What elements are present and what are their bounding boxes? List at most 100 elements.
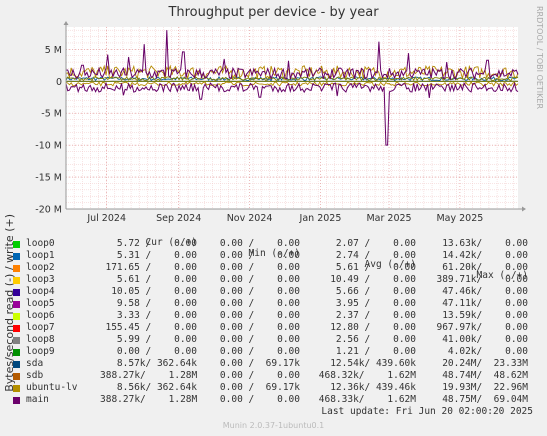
legend-swatch: [13, 325, 20, 332]
legend-name: ubuntu-lv: [26, 382, 78, 393]
legend-avg-value: 1.21 / 0.00: [335, 346, 416, 357]
x-axis-arrow: [522, 206, 526, 212]
legend-avg-value: 12.54k/ 439.60k: [330, 358, 416, 369]
y-tick-label: 0: [56, 77, 62, 88]
legend-max-value: 389.71k/ 0.00: [436, 274, 528, 285]
legend-swatch: [13, 253, 20, 260]
x-tick-label: Jan 2025: [299, 213, 342, 224]
legend-min-value: 0.00 / 0.00: [219, 238, 300, 249]
rrdtool-credit-label: RRDTOOL / TOBI OETIKER: [535, 6, 544, 110]
legend-cur-value: 8.57k/ 362.64k: [116, 358, 197, 369]
legend-avg-value: 2.74 / 0.00: [335, 250, 416, 261]
y-axis-arrow: [63, 21, 69, 25]
legend-avg-value: 2.56 / 0.00: [335, 334, 416, 345]
legend-cur-value: 155.45 / 0.00: [105, 322, 197, 333]
legend-name: loop7: [26, 322, 55, 333]
legend-row-ubuntu-lv: ubuntu-lv 8.56k/ 362.64k 0.00 / 69.17k 12.3…: [0, 382, 547, 394]
legend-min-value: 0.00 / 0.00: [219, 346, 300, 357]
legend-swatch: [13, 337, 20, 344]
legend-avg-value: 468.32k/ 1.62M: [318, 370, 416, 381]
legend-cur-value: 9.58 / 0.00: [116, 298, 197, 309]
y-tick-label: -15 M: [35, 173, 62, 184]
legend-swatch: [13, 289, 20, 296]
x-tick-label: Sep 2024: [156, 213, 201, 224]
x-tick-label: Jul 2024: [86, 213, 126, 224]
legend-cur-value: 10.05 / 0.00: [111, 286, 197, 297]
legend-max-value: 47.46k/ 0.00: [442, 286, 528, 297]
legend-max-value: 48.75M/ 69.04M: [442, 394, 528, 405]
legend-swatch: [13, 313, 20, 320]
legend-row-main: main 388.27k/ 1.28M 0.00 / 0.00 468.33k/ 1.…: [0, 394, 547, 406]
legend-row-sdb: sdb 388.27k/ 1.28M 0.00 / 0.00 468.32k/ 1.6…: [0, 370, 547, 382]
munin-credit: Munin 2.0.37-1ubuntu0.1: [222, 421, 325, 430]
legend-row-loop0: loop0 5.72 / 0.00 0.00 / 0.00 2.07 / 0.00 13…: [0, 238, 547, 250]
legend-name: loop1: [26, 250, 55, 261]
plot-area: [66, 27, 518, 209]
legend-min-value: 0.00 / 0.00: [219, 370, 300, 381]
legend-row-loop6: loop6 3.33 / 0.00 0.00 / 0.00 2.37 / 0.00 13…: [0, 310, 547, 322]
legend-min-value: 0.00 / 0.00: [219, 262, 300, 273]
legend-name: sdb: [26, 370, 44, 381]
y-tick-label: -20 M: [35, 205, 62, 216]
legend-min-value: 0.00 / 0.00: [219, 394, 300, 405]
legend-max-value: 967.97k/ 0.00: [436, 322, 528, 333]
legend-swatch: [13, 385, 20, 392]
x-tick-label: Mar 2025: [366, 213, 411, 224]
legend-name: loop8: [26, 334, 55, 345]
legend-cur-value: 3.33 / 0.00: [116, 310, 197, 321]
legend-max-value: 4.02k/ 0.00: [447, 346, 528, 357]
legend-avg-value: 468.33k/ 1.62M: [318, 394, 416, 405]
legend-avg-value: 5.66 / 0.00: [335, 286, 416, 297]
legend-name: sda: [26, 358, 44, 369]
legend-swatch: [13, 397, 20, 404]
legend-name: loop2: [26, 262, 55, 273]
chart-title: Throughput per device - by year: [168, 5, 379, 20]
legend-swatch: [13, 241, 20, 248]
legend-row-loop5: loop5 9.58 / 0.00 0.00 / 0.00 3.95 / 0.00 47…: [0, 298, 547, 310]
legend-row-loop8: loop8 5.99 / 0.00 0.00 / 0.00 2.56 / 0.00 41…: [0, 334, 547, 346]
legend-name: loop3: [26, 274, 55, 285]
legend-cur-value: 388.27k/ 1.28M: [100, 394, 198, 405]
series-line-ubuntu-lv-write: [65, 76, 519, 82]
x-tick-label: Nov 2024: [227, 213, 273, 224]
legend-swatch: [13, 349, 20, 356]
legend-swatch: [13, 361, 20, 368]
legend-row-loop1: loop1 5.31 / 0.00 0.00 / 0.00 2.74 / 0.00 14…: [0, 250, 547, 262]
legend-swatch: [13, 265, 20, 272]
legend-name: main: [26, 394, 49, 405]
legend-name: loop0: [26, 238, 55, 249]
legend-min-value: 0.00 / 0.00: [219, 274, 300, 285]
legend-row-loop7: loop7 155.45 / 0.00 0.00 / 0.00 12.80 / 0.0…: [0, 322, 547, 334]
legend-avg-value: 2.07 / 0.00: [335, 238, 416, 249]
legend-name: loop6: [26, 310, 55, 321]
series-line-main-read: [65, 81, 519, 146]
last-update: Last update: Fri Jun 20 02:00:20 2025: [321, 406, 533, 417]
x-tick-label: May 2025: [436, 213, 483, 224]
legend-max-value: 13.63k/ 0.00: [442, 238, 528, 249]
series-line-main-write: [65, 30, 519, 81]
legend-swatch: [13, 373, 20, 380]
legend-row-sda: sda 8.57k/ 362.64k 0.00 / 69.17k 12.54k/ 43…: [0, 358, 547, 370]
legend-cur-value: 0.00 / 0.00: [116, 346, 197, 357]
legend-header-cur: Cur (-/+): [145, 237, 197, 248]
legend-min-value: 0.00 / 0.00: [219, 298, 300, 309]
legend-swatch: [13, 277, 20, 284]
legend-cur-value: 388.27k/ 1.28M: [100, 370, 198, 381]
legend-name: loop4: [26, 286, 55, 297]
legend-cur-value: 5.61 / 0.00: [116, 274, 197, 285]
legend-max-value: 47.11k/ 0.00: [442, 298, 528, 309]
y-tick-label: 5 M: [45, 45, 62, 56]
legend-header-max: Max (-/+): [476, 270, 528, 281]
legend-avg-value: 3.95 / 0.00: [335, 298, 416, 309]
legend-row-loop2: loop2 171.65 / 0.00 0.00 / 0.00 5.61 / 0.00…: [0, 262, 547, 274]
legend-row-loop4: loop4 10.05 / 0.00 0.00 / 0.00 5.66 / 0.00 4…: [0, 286, 547, 298]
legend-min-value: 0.00 / 0.00: [219, 310, 300, 321]
legend-swatch: [13, 301, 20, 308]
legend-min-value: 0.00 / 0.00: [219, 322, 300, 333]
legend-max-value: 14.42k/ 0.00: [442, 250, 528, 261]
legend-min-value: 0.00 / 0.00: [219, 334, 300, 345]
legend-cur-value: 5.72 / 0.00: [116, 238, 197, 249]
legend-avg-value: 10.49 / 0.00: [330, 274, 416, 285]
legend-header-row: Cur (-/+) Min (-/+) Avg (-/+) Max (-/+): [0, 226, 547, 281]
y-tick-label: -5 M: [41, 109, 62, 120]
